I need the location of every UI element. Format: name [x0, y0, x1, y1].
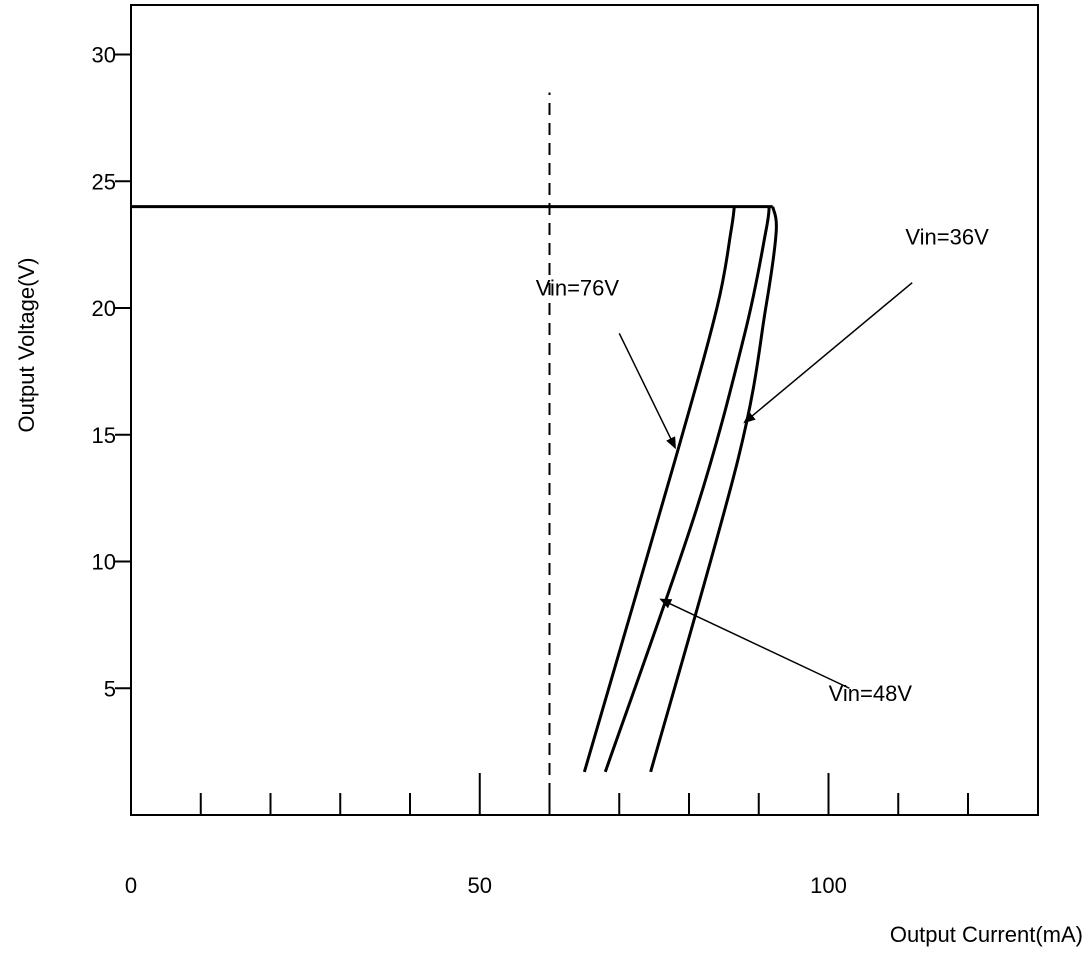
y-tick-label: 15	[92, 423, 116, 448]
plot-frame	[130, 4, 1039, 816]
y-tick-label: 5	[104, 676, 116, 701]
annotation-arrow-vin-36v	[743, 282, 913, 424]
x-tick-label: 100	[810, 873, 847, 898]
y-tick-label: 25	[92, 169, 116, 194]
y-tick-label: 20	[92, 296, 116, 321]
x-axis-ticks: 0 50 100	[125, 773, 969, 898]
annotation-label-vin-76v: Vin=76V	[536, 275, 620, 300]
series-curves	[582, 206, 778, 773]
y-tick-label: 10	[92, 550, 116, 575]
y-axis-title: Output Voltage(V)	[14, 258, 39, 433]
annotation-arrow-vin-48v	[659, 598, 850, 689]
y-axis-ticks: 5 10 15 20 25 30	[92, 43, 131, 701]
series-line-vin-36v	[649, 206, 778, 773]
x-axis-title: Output Current(mA)	[890, 922, 1083, 947]
y-tick-label: 30	[92, 43, 116, 68]
annotation-arrow-vin-76v	[618, 333, 676, 450]
x-tick-label: 50	[468, 873, 492, 898]
guide-lines	[131, 92, 773, 815]
x-tick-label: 0	[125, 873, 137, 898]
series-line-vin-76v	[582, 206, 736, 773]
series-line-vin-48v	[603, 206, 771, 773]
annotation-label-vin-36v: Vin=36V	[905, 225, 989, 250]
